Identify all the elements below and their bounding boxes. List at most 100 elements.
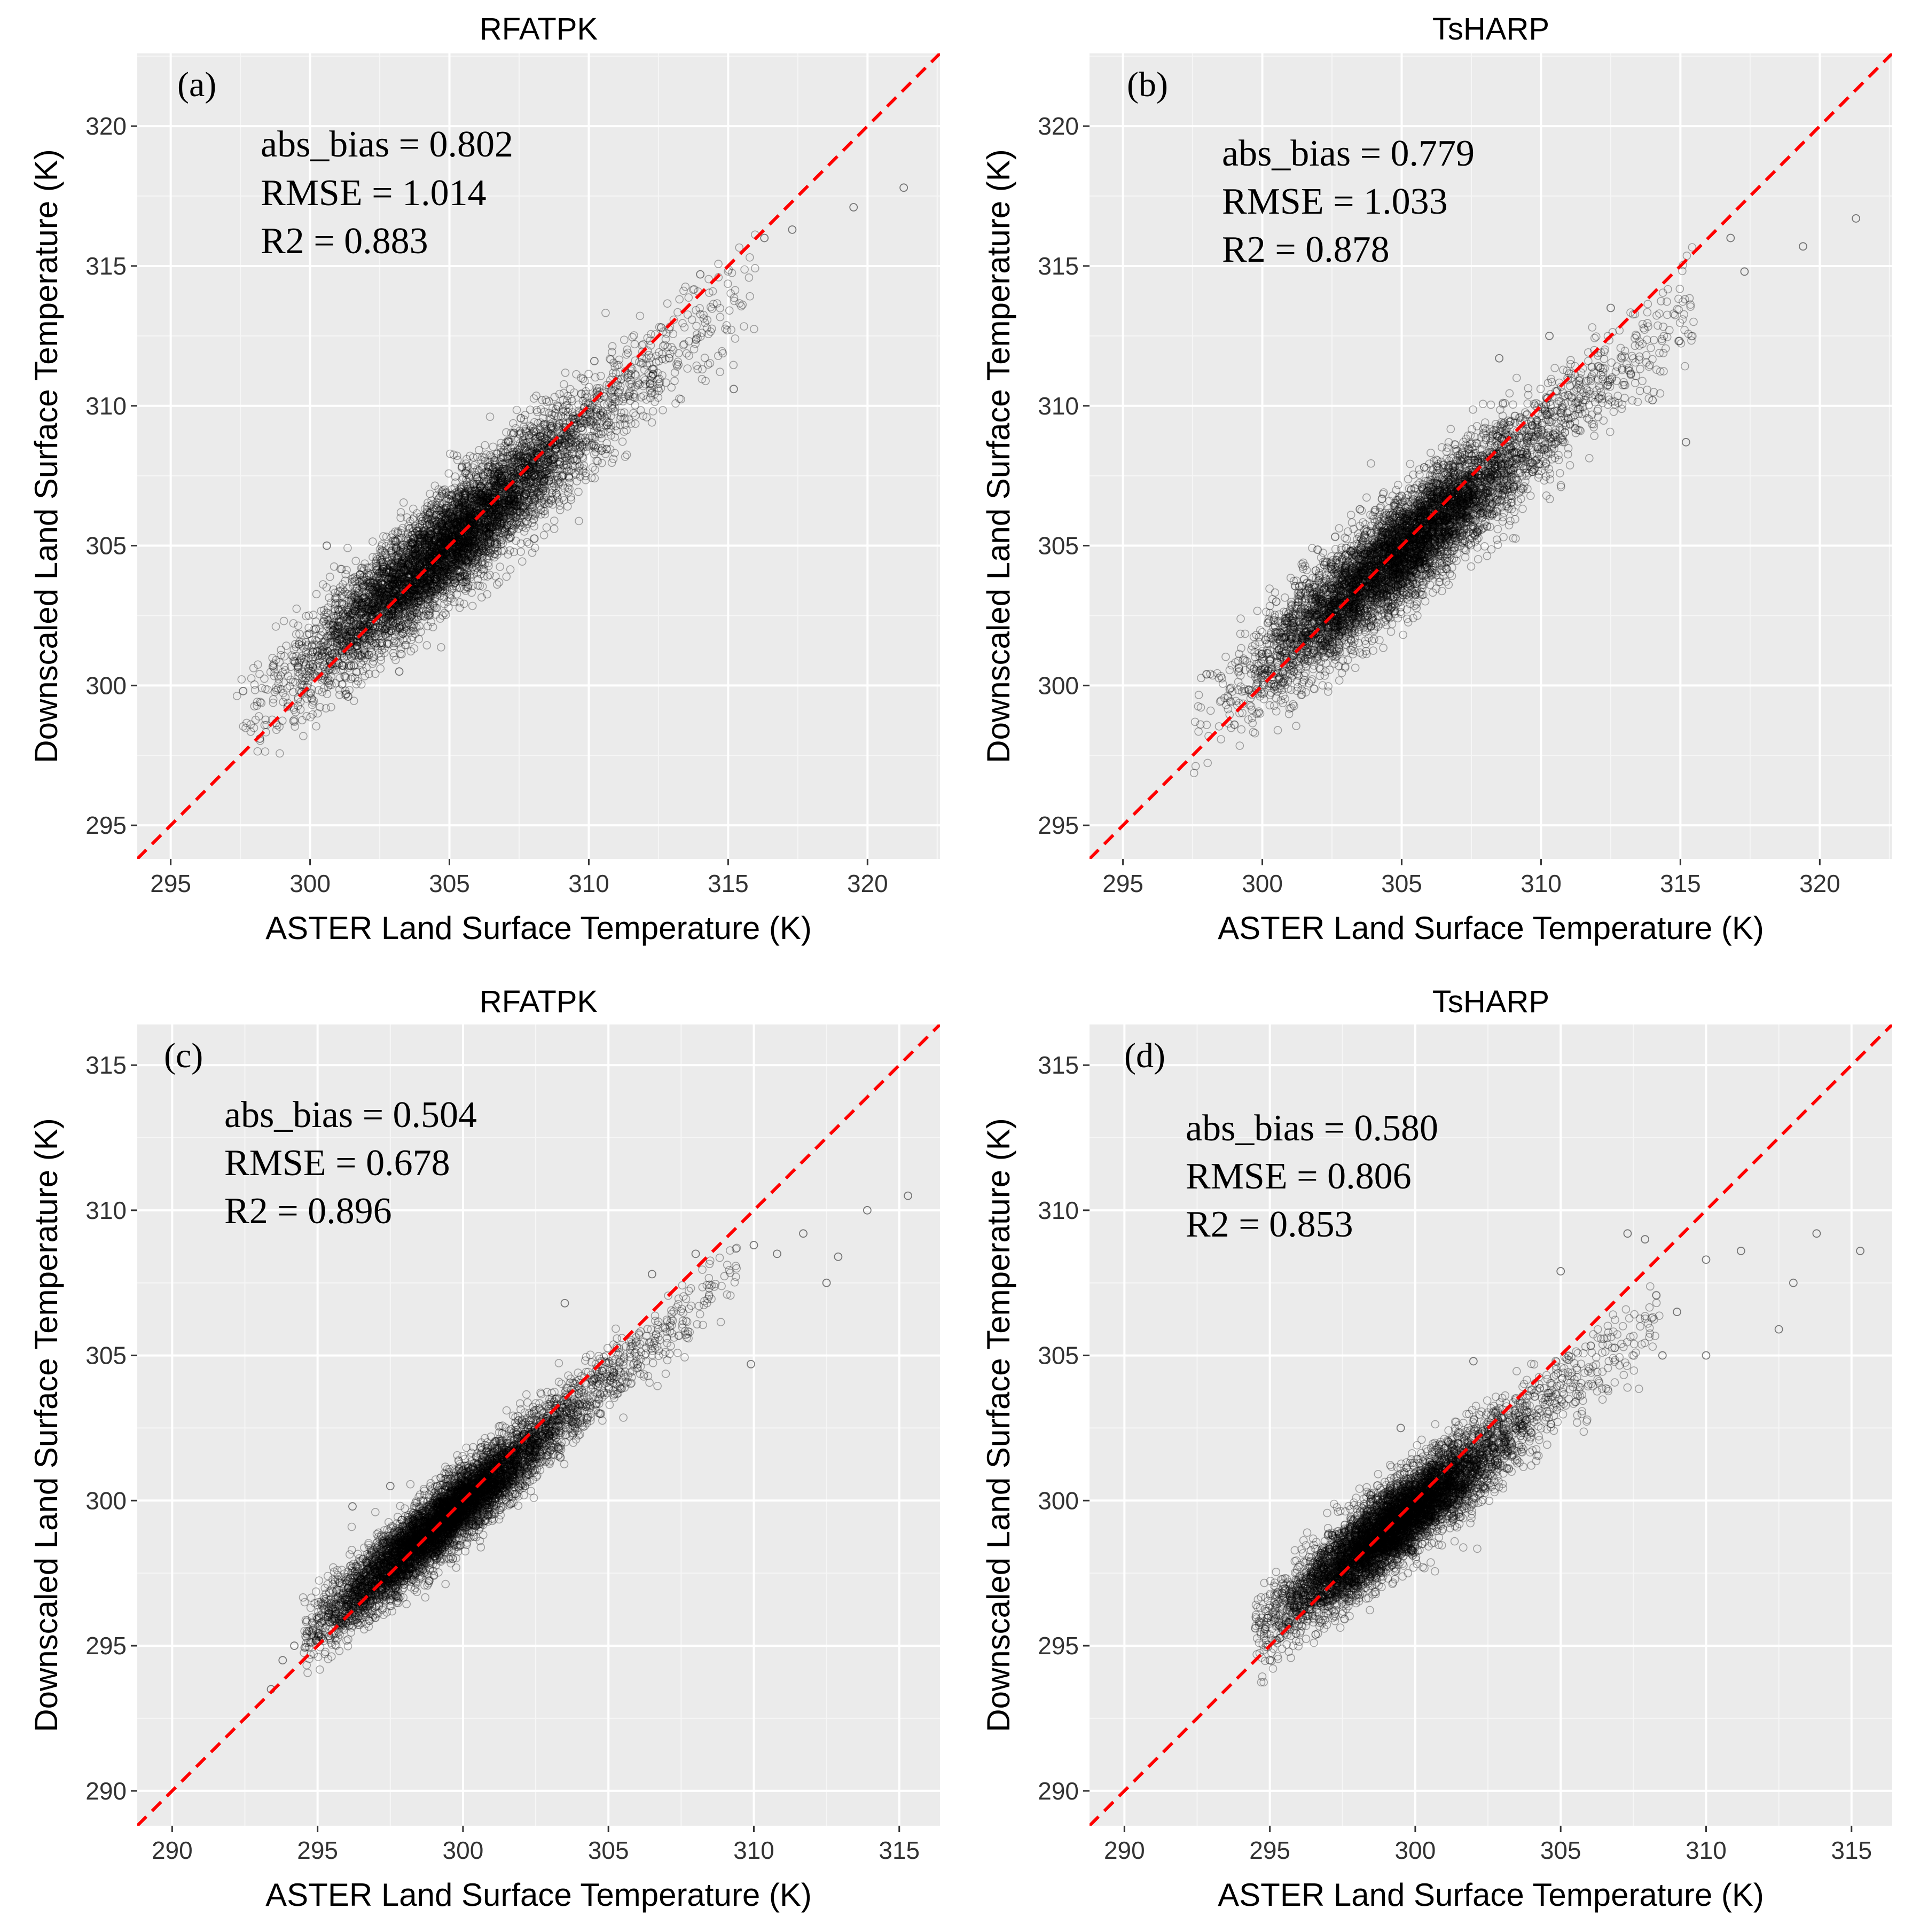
data-point <box>469 524 479 533</box>
data-point <box>528 468 537 477</box>
data-point <box>427 569 435 578</box>
data-point <box>652 358 661 366</box>
data-point <box>531 509 540 518</box>
data-point <box>530 464 539 473</box>
data-point <box>485 538 494 547</box>
data-point <box>430 516 439 525</box>
data-point <box>398 580 407 589</box>
data-point <box>484 552 493 560</box>
data-point <box>406 566 416 575</box>
data-point <box>426 530 435 539</box>
data-point <box>480 453 489 462</box>
data-point <box>362 589 371 598</box>
data-point <box>500 459 509 468</box>
data-point <box>492 527 501 536</box>
data-point <box>394 611 403 620</box>
data-point <box>670 377 679 386</box>
data-point <box>497 520 506 529</box>
data-point <box>430 584 438 593</box>
data-point <box>454 553 464 562</box>
data-point <box>365 651 374 659</box>
data-point <box>533 408 542 417</box>
data-point <box>457 503 465 511</box>
data-point <box>432 522 441 531</box>
data-point <box>257 699 266 707</box>
data-point <box>487 499 496 508</box>
data-point <box>320 611 329 620</box>
data-point <box>476 525 485 534</box>
data-point <box>502 428 511 437</box>
data-point <box>489 505 498 514</box>
data-point <box>437 549 446 558</box>
data-point <box>473 504 481 513</box>
data-point <box>515 464 524 473</box>
data-point <box>542 523 551 532</box>
y-tick-label: 315 <box>85 252 127 280</box>
data-point <box>373 578 382 588</box>
data-point <box>376 622 385 631</box>
data-point <box>430 564 439 573</box>
data-point <box>470 461 479 470</box>
data-point <box>463 564 472 573</box>
data-point <box>388 607 397 615</box>
data-point <box>503 454 512 463</box>
data-point <box>492 472 501 481</box>
data-point <box>429 587 438 596</box>
data-point <box>451 554 460 563</box>
data-point <box>386 573 394 582</box>
data-point <box>466 485 475 494</box>
data-point <box>454 524 463 533</box>
data-point <box>439 528 448 537</box>
data-point <box>568 431 577 439</box>
data-point <box>440 515 449 524</box>
data-point <box>452 546 460 555</box>
data-point <box>624 371 632 380</box>
data-point <box>438 542 448 551</box>
data-point <box>535 491 544 500</box>
data-point <box>557 451 565 459</box>
data-point <box>469 505 479 513</box>
data-point <box>411 606 420 615</box>
data-point <box>449 513 458 522</box>
data-point <box>471 528 479 537</box>
data-point <box>452 518 461 526</box>
data-point <box>387 575 396 584</box>
data-point <box>550 462 558 471</box>
scatter-points <box>232 183 908 758</box>
data-point <box>550 393 559 402</box>
data-point <box>397 621 406 630</box>
data-point <box>450 500 459 510</box>
data-point <box>447 522 456 530</box>
data-point <box>475 484 484 492</box>
data-point <box>677 395 685 404</box>
data-point <box>489 463 498 472</box>
data-point <box>449 580 458 588</box>
data-point <box>421 576 429 585</box>
data-point <box>345 606 354 615</box>
data-point <box>293 661 302 670</box>
data-point <box>471 502 480 511</box>
data-point <box>529 424 538 433</box>
data-point <box>292 652 301 660</box>
data-point <box>477 552 487 561</box>
data-point <box>493 550 501 559</box>
data-point <box>491 510 500 519</box>
data-point <box>406 604 416 612</box>
data-point <box>416 562 425 571</box>
data-point <box>459 528 467 537</box>
data-point <box>470 482 479 491</box>
data-point <box>319 648 328 657</box>
data-point <box>450 518 459 527</box>
data-point <box>538 471 547 480</box>
data-point <box>471 522 480 531</box>
data-point <box>516 507 525 517</box>
data-point <box>510 471 519 480</box>
data-point <box>345 650 354 659</box>
data-point <box>476 481 485 490</box>
data-point <box>492 507 500 517</box>
data-point <box>569 461 577 470</box>
data-point <box>410 615 419 624</box>
data-point <box>347 675 355 683</box>
data-point <box>424 533 433 542</box>
data-point <box>382 533 391 541</box>
